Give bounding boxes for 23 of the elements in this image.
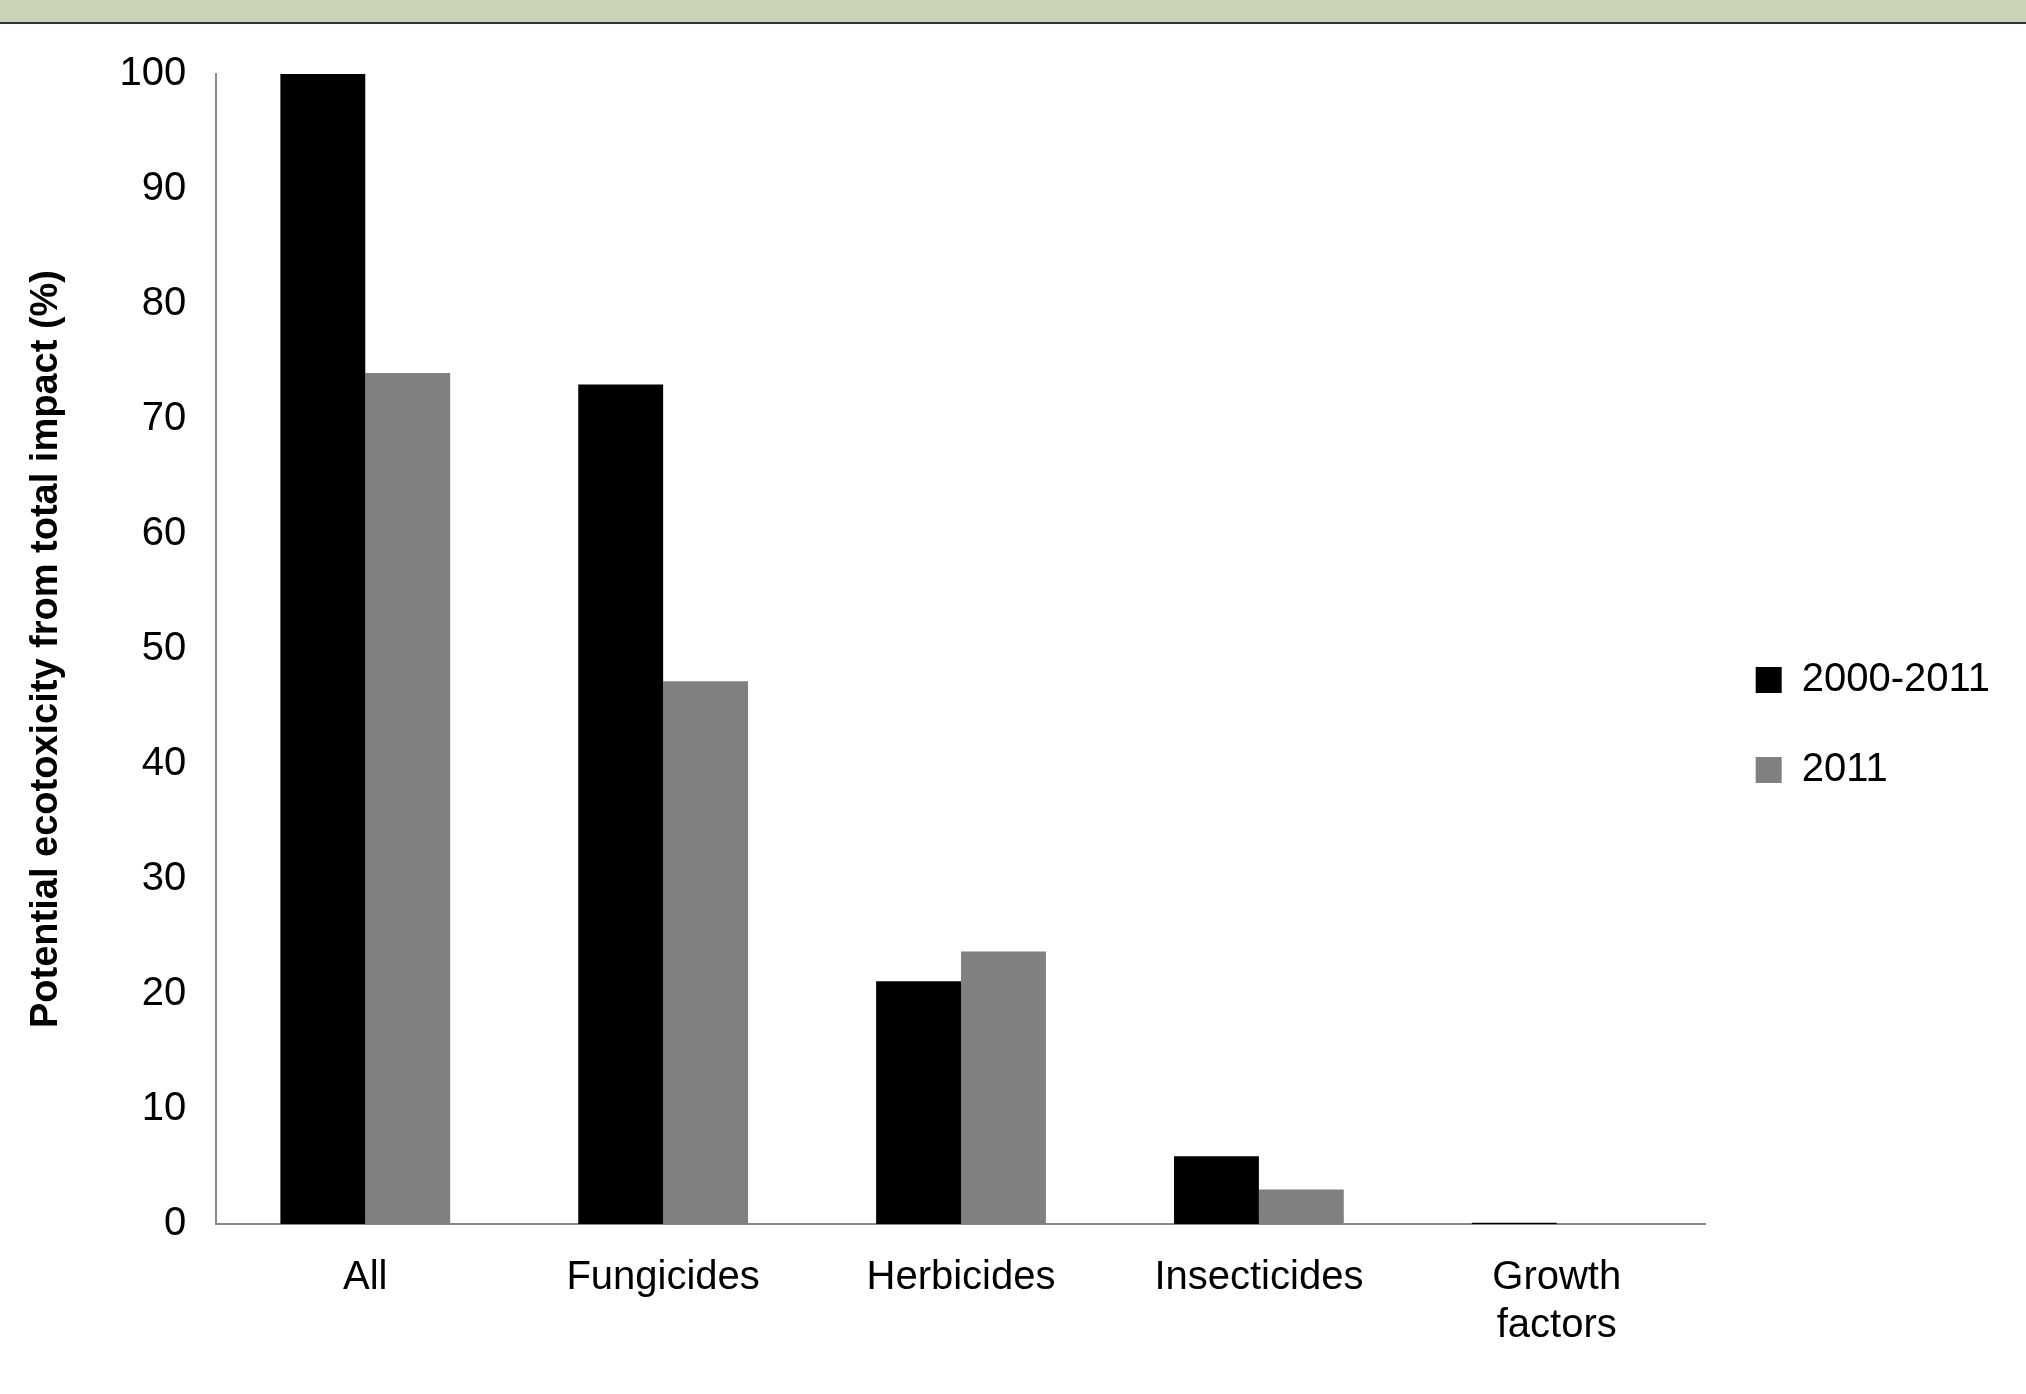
x-tick-label: Growth factors [1492,1253,1622,1346]
bar [876,981,962,1224]
legend-label: 2011 [1801,745,1888,790]
y-tick-label: 50 [141,624,187,669]
legend-label: 2000-2011 [1801,655,1991,700]
bar [578,384,664,1224]
y-tick-label: 30 [141,854,187,899]
y-tick-label: 70 [141,394,187,439]
x-tick-label: Fungicides [566,1253,760,1298]
y-axis-title: Potential ecotoxicity from total impact (%) [23,270,66,1028]
y-tick-label: 0 [164,1199,187,1244]
y-tick-label: 80 [141,279,187,324]
y-tick-label: 60 [141,509,187,554]
x-tick-label: All [343,1253,388,1298]
x-tick-label: Insecticides [1154,1253,1364,1298]
bar [1173,1156,1259,1224]
bar [280,74,366,1224]
x-tick-label: Herbicides [866,1253,1056,1298]
y-tick-label: 90 [141,164,187,209]
y-tick-label: 10 [141,1084,187,1129]
y-tick-label: 40 [141,739,187,784]
y-tick-label: 20 [141,969,187,1014]
y-tick-label: 100 [119,49,187,94]
